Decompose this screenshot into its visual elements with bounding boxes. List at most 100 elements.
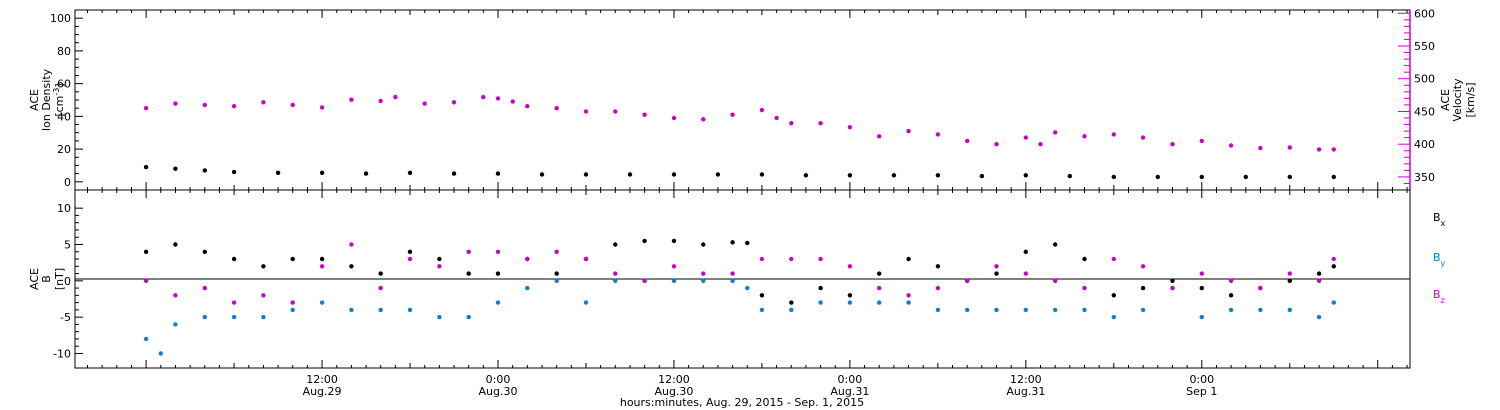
legend-by-base: B	[1433, 251, 1441, 264]
by-point-40	[1258, 307, 1263, 313]
bx-point-28	[935, 264, 941, 269]
bz-point-4	[261, 293, 266, 298]
time-axis: 12:00Aug.290:00Aug.3012:00Aug.300:00Aug.…	[86, 10, 1408, 398]
top-panel-data	[143, 94, 1337, 180]
bx-point-20	[730, 240, 735, 245]
by-point-7	[319, 300, 325, 305]
bx-point-23	[789, 300, 794, 305]
bx-point-31	[1023, 249, 1028, 254]
bz-point-21	[759, 256, 765, 262]
density-point-20	[979, 173, 985, 179]
bx-point-8	[378, 271, 383, 276]
density-point-4	[275, 170, 281, 175]
field-axis-title-line1: ACE	[28, 268, 41, 290]
velocity-point-2	[202, 102, 207, 108]
velocity-point-14	[510, 99, 515, 104]
bx-point-30	[994, 271, 999, 276]
velocity-tick-label: 500	[1414, 73, 1435, 86]
by-point-30	[965, 307, 970, 313]
by-point-20	[701, 278, 706, 283]
density-tick-label: 100	[50, 12, 71, 25]
time-tick-date-label: Sep 1	[1186, 385, 1217, 398]
velocity-point-1	[173, 101, 178, 106]
bx-point-21	[745, 240, 750, 246]
time-tick-label: 0:00	[486, 373, 511, 386]
bz-point-7	[349, 242, 354, 247]
density-axis-title-line1: ACE	[28, 89, 41, 111]
velocity-point-44	[1316, 147, 1322, 152]
velocity-point-4	[261, 100, 266, 105]
velocity-axis-title: ACE Velocity [km/s]	[1439, 78, 1477, 122]
velocity-point-0	[143, 106, 149, 111]
by-point-5	[261, 314, 266, 320]
legend-bz: Bz	[1433, 288, 1445, 305]
bx-point-18	[671, 238, 677, 244]
bx-point-0	[143, 249, 149, 254]
bz-point-11	[466, 249, 471, 254]
bx-point-40	[1287, 278, 1293, 283]
bz-point-37	[1228, 278, 1234, 283]
velocity-axis-title-line3: [km/s]	[1464, 82, 1477, 117]
velocity-point-23	[759, 107, 765, 113]
time-tick-date-label: Aug.31	[1006, 385, 1045, 398]
bz-point-39	[1287, 271, 1293, 276]
density-axis: 0 20 40 60 80 100	[50, 12, 83, 189]
bx-point-4	[261, 264, 266, 269]
density-point-26	[1243, 174, 1249, 180]
density-point-5	[319, 170, 325, 175]
velocity-point-5	[290, 102, 295, 108]
series-velocity	[143, 94, 1337, 152]
velocity-point-38	[1140, 135, 1146, 140]
density-point-0	[143, 164, 149, 170]
velocity-point-36	[1082, 134, 1087, 139]
bz-point-1	[173, 293, 178, 298]
by-point-42	[1316, 314, 1322, 320]
bz-point-41	[1331, 256, 1337, 262]
bz-point-6	[319, 264, 325, 269]
bz-point-17	[642, 278, 647, 283]
density-axis-title-line2: Ion Density	[40, 68, 53, 131]
velocity-point-17	[583, 109, 589, 114]
bz-point-10	[437, 264, 442, 269]
density-point-28	[1331, 174, 1337, 180]
bx-point-14	[554, 271, 559, 276]
field-tick-label: 0	[64, 275, 71, 288]
by-point-13	[495, 300, 501, 305]
by-point-28	[906, 300, 911, 305]
series-bx	[143, 238, 1337, 305]
bz-point-3	[231, 300, 237, 305]
field-tick-label: -5	[60, 311, 71, 324]
series-by	[143, 278, 1337, 356]
velocity-point-26	[818, 121, 823, 126]
density-point-1	[173, 166, 178, 171]
time-axis-title: hours:minutes, Aug. 29, 2015 - Sep. 1, 2…	[620, 396, 864, 409]
bz-point-35	[1170, 285, 1175, 291]
density-point-14	[715, 172, 721, 177]
bz-point-28	[965, 278, 970, 283]
velocity-point-31	[965, 138, 970, 144]
by-point-36	[1140, 307, 1146, 313]
density-point-23	[1111, 174, 1117, 180]
velocity-point-20	[671, 115, 677, 121]
by-point-0	[143, 336, 149, 342]
bx-point-38	[1228, 293, 1234, 298]
bx-point-7	[349, 264, 354, 269]
velocity-point-30	[935, 132, 941, 137]
velocity-point-28	[877, 134, 882, 139]
by-point-14	[525, 285, 530, 291]
bx-point-10	[437, 256, 442, 262]
density-unit-base: [cm	[53, 96, 66, 117]
bx-point-32	[1053, 242, 1058, 247]
bz-point-8	[378, 285, 383, 291]
bz-point-36	[1199, 271, 1205, 276]
velocity-point-34	[1038, 142, 1043, 147]
velocity-axis: 350 400 450 500 550 600	[1398, 7, 1435, 190]
density-point-9	[495, 171, 501, 176]
velocity-point-39	[1170, 142, 1175, 147]
legend-bz-sub: z	[1441, 296, 1445, 305]
time-tick-date-label: Aug.31	[830, 385, 869, 398]
velocity-point-35	[1053, 130, 1058, 135]
density-point-27	[1287, 174, 1293, 180]
bz-point-22	[789, 256, 794, 262]
velocity-tick-label: 550	[1414, 40, 1435, 53]
